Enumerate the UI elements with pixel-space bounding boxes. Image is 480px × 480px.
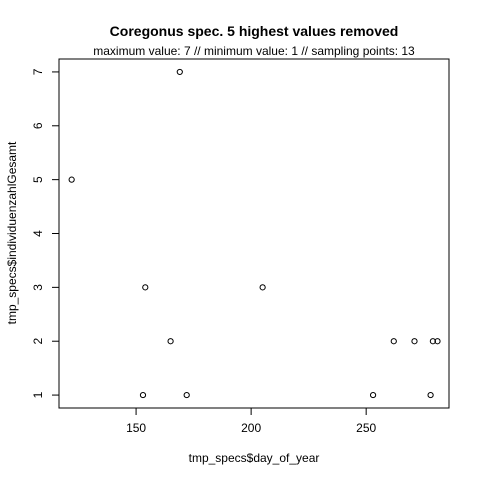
data-point [68, 176, 75, 183]
x-axis-label: tmp_specs$day_of_year [189, 451, 320, 465]
data-point [429, 338, 436, 345]
data-point [142, 284, 149, 291]
chart-subtitle: maximum value: 7 // minimum value: 1 // … [93, 44, 415, 58]
data-point [434, 338, 441, 345]
x-tick-label: 250 [356, 421, 376, 435]
data-point [411, 338, 418, 345]
data-point [176, 68, 183, 76]
y-tick-label: 3 [31, 284, 45, 291]
y-tick-label: 6 [31, 122, 45, 129]
data-point [259, 284, 266, 291]
data-point [427, 391, 434, 399]
y-tick-label: 4 [31, 230, 45, 237]
data-point [390, 338, 397, 345]
x-tick-label: 150 [126, 421, 146, 435]
data-point [183, 391, 190, 399]
x-tick-label: 200 [241, 421, 261, 435]
data-point [167, 338, 174, 345]
y-tick-label: 2 [31, 338, 45, 345]
y-tick-label: 7 [31, 68, 45, 75]
y-axis: 1 2 3 4 5 6 7 [31, 68, 60, 398]
data-points [68, 68, 441, 399]
plot-frame [58, 58, 450, 409]
y-tick-label: 5 [31, 176, 45, 183]
data-point [139, 391, 147, 399]
x-axis: 150 200 250 [126, 407, 377, 435]
data-point [369, 391, 377, 399]
chart-title: Coregonus spec. 5 highest values removed [110, 23, 399, 39]
y-tick-label: 1 [31, 391, 45, 398]
y-axis-label: tmp_specs$individuenzahlGesamt [5, 141, 19, 324]
